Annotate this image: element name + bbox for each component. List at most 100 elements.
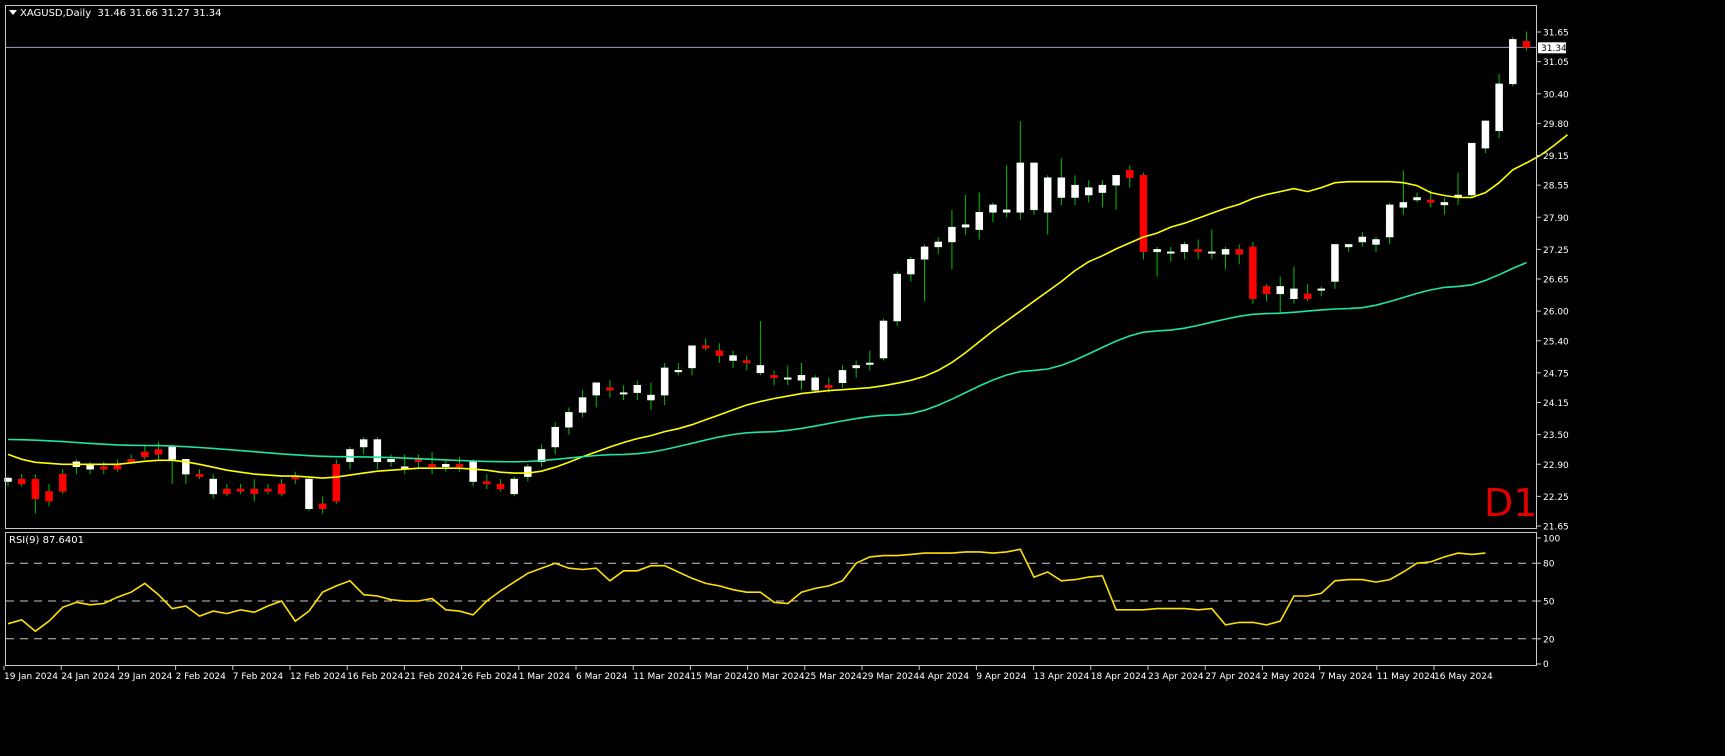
price-tick-label: 27.90 bbox=[1543, 214, 1569, 224]
candle-body bbox=[195, 473, 204, 477]
candle-body bbox=[907, 258, 915, 275]
candle bbox=[1317, 286, 1326, 297]
candle-body bbox=[1426, 199, 1435, 203]
candle-body bbox=[154, 449, 163, 455]
candle-body bbox=[961, 224, 970, 228]
candle-body bbox=[1440, 202, 1449, 206]
candle bbox=[701, 338, 710, 351]
candle bbox=[1153, 246, 1161, 277]
candle bbox=[756, 320, 765, 376]
candle bbox=[1194, 239, 1202, 260]
rsi-tick-label: 20 bbox=[1543, 635, 1555, 645]
candle-body bbox=[1153, 249, 1161, 253]
candle-body bbox=[715, 350, 724, 356]
candle bbox=[784, 365, 792, 386]
candle-body bbox=[1139, 175, 1148, 253]
time-tick-label: 16 Feb 2024 bbox=[347, 672, 403, 682]
candle bbox=[318, 496, 327, 514]
candle bbox=[1249, 241, 1257, 304]
candle-body bbox=[565, 412, 573, 428]
candle-body bbox=[1495, 83, 1503, 132]
candle-body bbox=[442, 464, 450, 467]
symbol-header[interactable]: XAGUSD,Daily 31.46 31.66 31.27 31.34 bbox=[9, 8, 222, 19]
candle bbox=[619, 385, 628, 401]
timeframe-label: D1 bbox=[1484, 481, 1538, 525]
candle-body bbox=[1071, 184, 1079, 198]
time-tick-label: 15 Mar 2024 bbox=[690, 672, 747, 682]
candle-body bbox=[578, 397, 587, 413]
price-tick-label: 28.55 bbox=[1543, 182, 1569, 192]
candle bbox=[277, 479, 286, 497]
candle-body bbox=[1126, 170, 1134, 178]
candle-body bbox=[948, 226, 956, 243]
candle bbox=[1468, 142, 1476, 198]
candle bbox=[1084, 180, 1093, 203]
candle bbox=[510, 476, 518, 497]
candle-body bbox=[811, 377, 819, 391]
candle bbox=[1372, 237, 1380, 252]
candle bbox=[496, 479, 505, 492]
candle bbox=[1002, 165, 1011, 218]
candle-body bbox=[1043, 177, 1052, 213]
candle-body bbox=[975, 212, 984, 230]
time-tick-label: 7 May 2024 bbox=[1320, 672, 1373, 682]
candle-body bbox=[1413, 197, 1421, 201]
candle bbox=[1139, 172, 1148, 260]
price-tick-label: 26.00 bbox=[1543, 308, 1569, 318]
candle-body bbox=[660, 367, 669, 396]
candle bbox=[948, 209, 956, 270]
candle bbox=[1030, 162, 1038, 215]
candle bbox=[647, 382, 655, 410]
rsi-tick-label: 50 bbox=[1543, 598, 1555, 608]
candle-body bbox=[346, 449, 354, 463]
price-tick-label: 29.80 bbox=[1543, 120, 1569, 130]
candle-body bbox=[1180, 244, 1189, 253]
time-tick-label: 13 Apr 2024 bbox=[1034, 672, 1090, 682]
candle-body bbox=[784, 377, 792, 380]
price-tick-label: 23.50 bbox=[1543, 431, 1569, 441]
candle bbox=[1290, 266, 1298, 304]
candle-body bbox=[359, 439, 368, 448]
candle-body bbox=[264, 488, 272, 492]
rsi-line bbox=[7, 548, 1486, 633]
candle-body bbox=[510, 478, 518, 495]
price-tick-label: 24.15 bbox=[1543, 399, 1569, 409]
rsi-tick-label: 100 bbox=[1543, 535, 1560, 545]
time-tick-label: 1 Mar 2024 bbox=[519, 672, 571, 682]
candle bbox=[1167, 246, 1175, 262]
price-tick-label: 27.25 bbox=[1543, 246, 1569, 256]
candle-body bbox=[100, 466, 108, 470]
price-tick-label: 31.65 bbox=[1543, 29, 1569, 39]
price-tick-label: 21.65 bbox=[1543, 523, 1569, 533]
candle bbox=[838, 365, 847, 388]
candle-body bbox=[592, 382, 600, 396]
candle bbox=[346, 446, 354, 470]
candle bbox=[1071, 175, 1079, 205]
candle bbox=[359, 437, 368, 455]
price-tick-label: 30.40 bbox=[1543, 90, 1569, 100]
candle-body bbox=[1290, 288, 1298, 300]
candle-body bbox=[1262, 286, 1271, 295]
candle bbox=[660, 362, 669, 405]
rsi-indicator-label: RSI(9) 87.6401 bbox=[9, 535, 84, 546]
candle-body bbox=[305, 478, 313, 509]
candle bbox=[1016, 120, 1025, 220]
candle bbox=[715, 343, 724, 363]
time-tick-label: 2 Feb 2024 bbox=[176, 672, 227, 682]
candle-body bbox=[1057, 177, 1066, 198]
candle-body bbox=[141, 451, 149, 458]
current-price-tag bbox=[1538, 42, 1566, 54]
candle-body bbox=[209, 478, 217, 495]
dropdown-triangle-icon[interactable] bbox=[9, 10, 17, 15]
candle bbox=[975, 192, 984, 240]
candle bbox=[606, 380, 614, 398]
time-tick-label: 18 Apr 2024 bbox=[1091, 672, 1147, 682]
candle-body bbox=[1249, 246, 1257, 300]
candle-body bbox=[1235, 249, 1243, 255]
candle-body bbox=[1016, 162, 1025, 213]
candle-body bbox=[1317, 288, 1326, 291]
time-tick-label: 23 Apr 2024 bbox=[1148, 672, 1204, 682]
candle-body bbox=[1194, 249, 1202, 253]
candle bbox=[852, 360, 860, 378]
